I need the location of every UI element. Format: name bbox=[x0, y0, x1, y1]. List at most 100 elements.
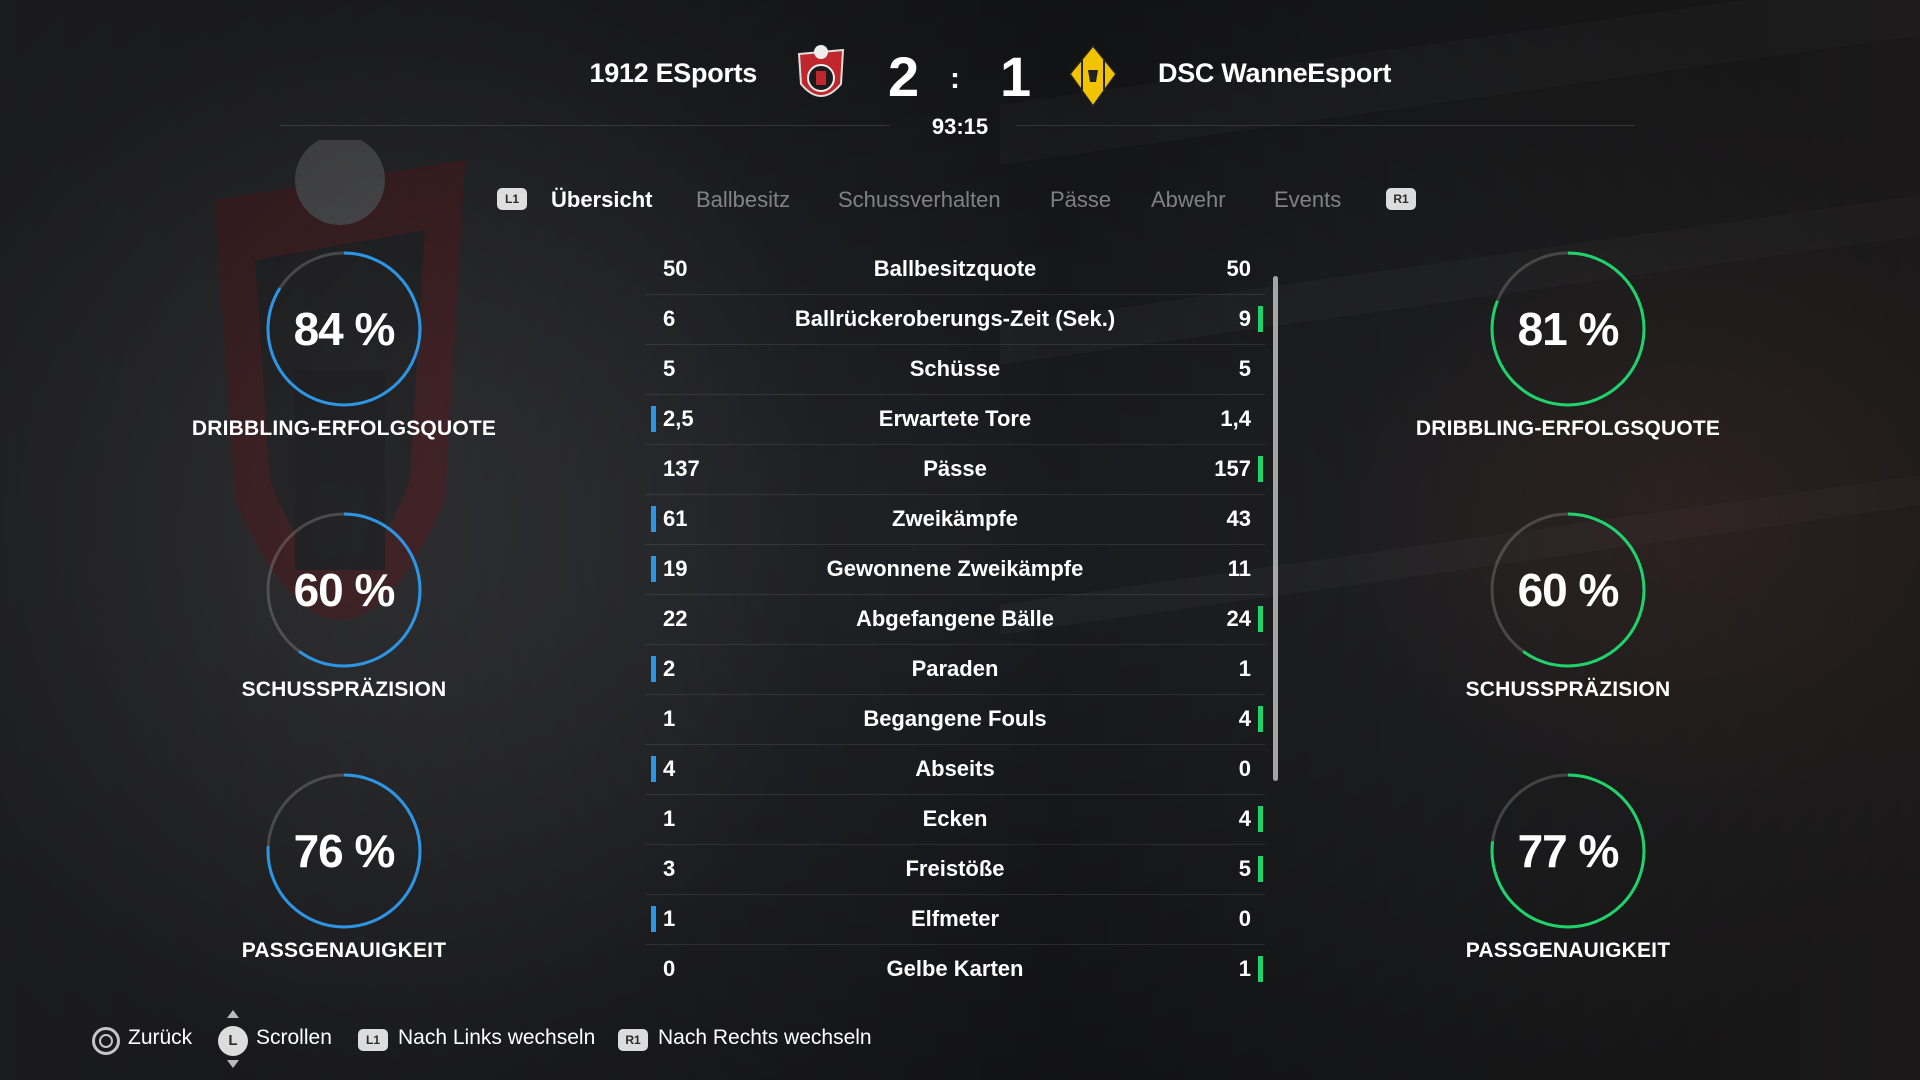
stat-home-value: 4 bbox=[663, 756, 676, 781]
scoreboard-header: 1912 ESports 2 : 1 DSC WanneEsport 93:15 bbox=[0, 40, 1920, 150]
stat-name: Gewonnene Zweikämpfe bbox=[826, 556, 1084, 581]
home-leader-bar bbox=[651, 906, 656, 932]
stat-name: Ballbesitzquote bbox=[873, 256, 1037, 281]
stat-row: 5 Schüsse 5 bbox=[645, 345, 1265, 395]
away-ring-pass-accuracy: 77 % bbox=[1483, 766, 1653, 936]
stat-row: 50 Ballbesitzquote 50 bbox=[645, 245, 1265, 295]
stat-name: Erwartete Tore bbox=[878, 406, 1032, 431]
away-score: 1 bbox=[1000, 45, 1032, 108]
home-ring-shot-accuracy-value: 60 % bbox=[293, 564, 396, 616]
switch-right-hint[interactable]: Nach Rechts wechseln bbox=[658, 1026, 872, 1049]
home-ring-shot-accuracy-label: SCHUSSPRÄZISION bbox=[241, 678, 447, 701]
stat-away-value: 4 bbox=[1238, 706, 1251, 731]
away-ring-shot-accuracy-value: 60 % bbox=[1517, 564, 1620, 616]
home-ring-pass-accuracy-value: 76 % bbox=[293, 825, 396, 877]
stat-away-value: 24 bbox=[1226, 606, 1251, 631]
button-hints-footer: Zurück L Scrollen L1 Nach Links wechseln… bbox=[0, 1010, 1920, 1068]
stat-home-value: 5 bbox=[663, 356, 676, 381]
stat-name: Abseits bbox=[915, 756, 995, 781]
away-ring-dribbling-value: 81 % bbox=[1517, 303, 1620, 355]
stat-name: Zweikämpfe bbox=[892, 506, 1018, 531]
home-ring-shot-accuracy: 60 % bbox=[259, 505, 429, 675]
left-stick-icon: L bbox=[218, 1026, 248, 1056]
home-leader-bar bbox=[651, 556, 656, 582]
stat-away-value: 50 bbox=[1226, 256, 1251, 281]
away-leader-bar bbox=[1258, 806, 1263, 832]
home-ring-pass-accuracy: 76 % bbox=[259, 766, 429, 936]
away-ring-dribbling-label: DRIBBLING-ERFOLGSQUOTE bbox=[1415, 417, 1721, 440]
away-ring-shot-accuracy-label: SCHUSSPRÄZISION bbox=[1465, 678, 1671, 701]
home-ring-dribbling-value: 84 % bbox=[293, 303, 396, 355]
stat-name: Ecken bbox=[922, 806, 988, 831]
home-leader-bar bbox=[651, 406, 656, 432]
header-divider-right bbox=[1015, 125, 1635, 126]
tab-paesse[interactable]: Pässe bbox=[1050, 187, 1112, 212]
tab-schussverhalten[interactable]: Schussverhalten bbox=[838, 187, 1001, 212]
home-team-name: 1912 ESports bbox=[589, 58, 758, 88]
home-score: 2 bbox=[888, 45, 920, 108]
switch-left-hint[interactable]: Nach Links wechseln bbox=[398, 1026, 596, 1049]
stat-row: 137 Pässe 157 bbox=[645, 445, 1265, 495]
stat-away-value: 4 bbox=[1238, 806, 1251, 831]
r1-button-icon[interactable]: R1 bbox=[1386, 188, 1416, 210]
tab-ballbesitz[interactable]: Ballbesitz bbox=[696, 187, 791, 212]
home-leader-bar bbox=[651, 756, 656, 782]
stat-home-value: 22 bbox=[663, 606, 688, 631]
stat-name: Abgefangene Bälle bbox=[855, 606, 1055, 631]
stat-home-value: 137 bbox=[663, 456, 700, 481]
scroll-hint[interactable]: Scrollen bbox=[256, 1026, 332, 1049]
back-hint[interactable]: Zurück bbox=[128, 1026, 193, 1049]
l1-button-icon[interactable]: L1 bbox=[497, 188, 527, 210]
home-ring-dribbling-arc bbox=[266, 251, 422, 407]
stat-away-value: 5 bbox=[1238, 356, 1251, 381]
home-ring-shot-accuracy-arc bbox=[266, 512, 422, 668]
away-ring-pass-accuracy-label: PASSGENAUIGKEIT bbox=[1465, 939, 1671, 962]
stat-row: 1 Ecken 4 bbox=[645, 795, 1265, 845]
stat-home-value: 2 bbox=[663, 656, 676, 681]
stat-away-value: 1,4 bbox=[1220, 406, 1251, 431]
stats-scrollbar-thumb[interactable] bbox=[1273, 276, 1278, 781]
stat-name: Ballrückeroberungs-Zeit (Sek.) bbox=[794, 306, 1116, 331]
away-ring-shot-accuracy-arc bbox=[1490, 512, 1646, 668]
stat-away-value: 9 bbox=[1238, 306, 1251, 331]
stat-row: 19 Gewonnene Zweikämpfe 11 bbox=[645, 545, 1265, 595]
tab-events[interactable]: Events bbox=[1274, 187, 1342, 212]
stats-table[interactable]: 50 Ballbesitzquote 50 6 Ballrückeroberungs-Z… bbox=[645, 245, 1265, 994]
away-ring-pass-accuracy-arc bbox=[1490, 773, 1646, 929]
home-ring-pass-accuracy-label: PASSGENAUIGKEIT bbox=[241, 939, 447, 962]
away-ring-dribbling-arc bbox=[1490, 251, 1646, 407]
score-separator: : bbox=[950, 62, 960, 95]
away-team-crest-icon bbox=[1069, 44, 1117, 108]
scroll-down-arrow-icon bbox=[227, 1060, 239, 1068]
stat-name: Begangene Fouls bbox=[863, 706, 1047, 731]
stat-away-value: 157 bbox=[1214, 456, 1251, 481]
away-leader-bar bbox=[1258, 856, 1263, 882]
r1-hint-button-icon: R1 bbox=[618, 1029, 648, 1051]
stat-row: 2,5 Erwartete Tore 1,4 bbox=[645, 395, 1265, 445]
stat-away-value: 1 bbox=[1238, 656, 1251, 681]
header-divider-left bbox=[280, 125, 890, 126]
stat-row: 4 Abseits 0 bbox=[645, 745, 1265, 795]
away-leader-bar bbox=[1258, 306, 1263, 332]
home-ring-dribbling-label: DRIBBLING-ERFOLGSQUOTE bbox=[191, 417, 497, 440]
stat-row: 1 Elfmeter 0 bbox=[645, 895, 1265, 945]
circle-button-icon bbox=[92, 1027, 120, 1055]
away-ring-shot-accuracy: 60 % bbox=[1483, 505, 1653, 675]
home-ring-pass-accuracy-arc bbox=[266, 773, 422, 929]
scroll-up-arrow-icon bbox=[227, 1010, 239, 1018]
away-leader-bar bbox=[1258, 606, 1263, 632]
stat-row: 3 Freistöße 5 bbox=[645, 845, 1265, 895]
tab-uebersicht[interactable]: Übersicht bbox=[551, 187, 653, 212]
away-leader-bar bbox=[1258, 956, 1263, 982]
away-leader-bar bbox=[1258, 456, 1263, 482]
stats-tab-bar: L1 Übersicht Ballbesitz Schussverhalten … bbox=[0, 183, 1920, 223]
stat-away-value: 0 bbox=[1238, 906, 1251, 931]
away-ring-pass-accuracy-value: 77 % bbox=[1517, 825, 1620, 877]
stat-home-value: 61 bbox=[663, 506, 688, 531]
stat-home-value: 1 bbox=[663, 906, 676, 931]
stat-away-value: 5 bbox=[1238, 856, 1251, 881]
home-leader-bar bbox=[651, 656, 656, 682]
stat-home-value: 19 bbox=[663, 556, 688, 581]
tab-abwehr[interactable]: Abwehr bbox=[1151, 187, 1226, 212]
stat-row: 1 Begangene Fouls 4 bbox=[645, 695, 1265, 745]
